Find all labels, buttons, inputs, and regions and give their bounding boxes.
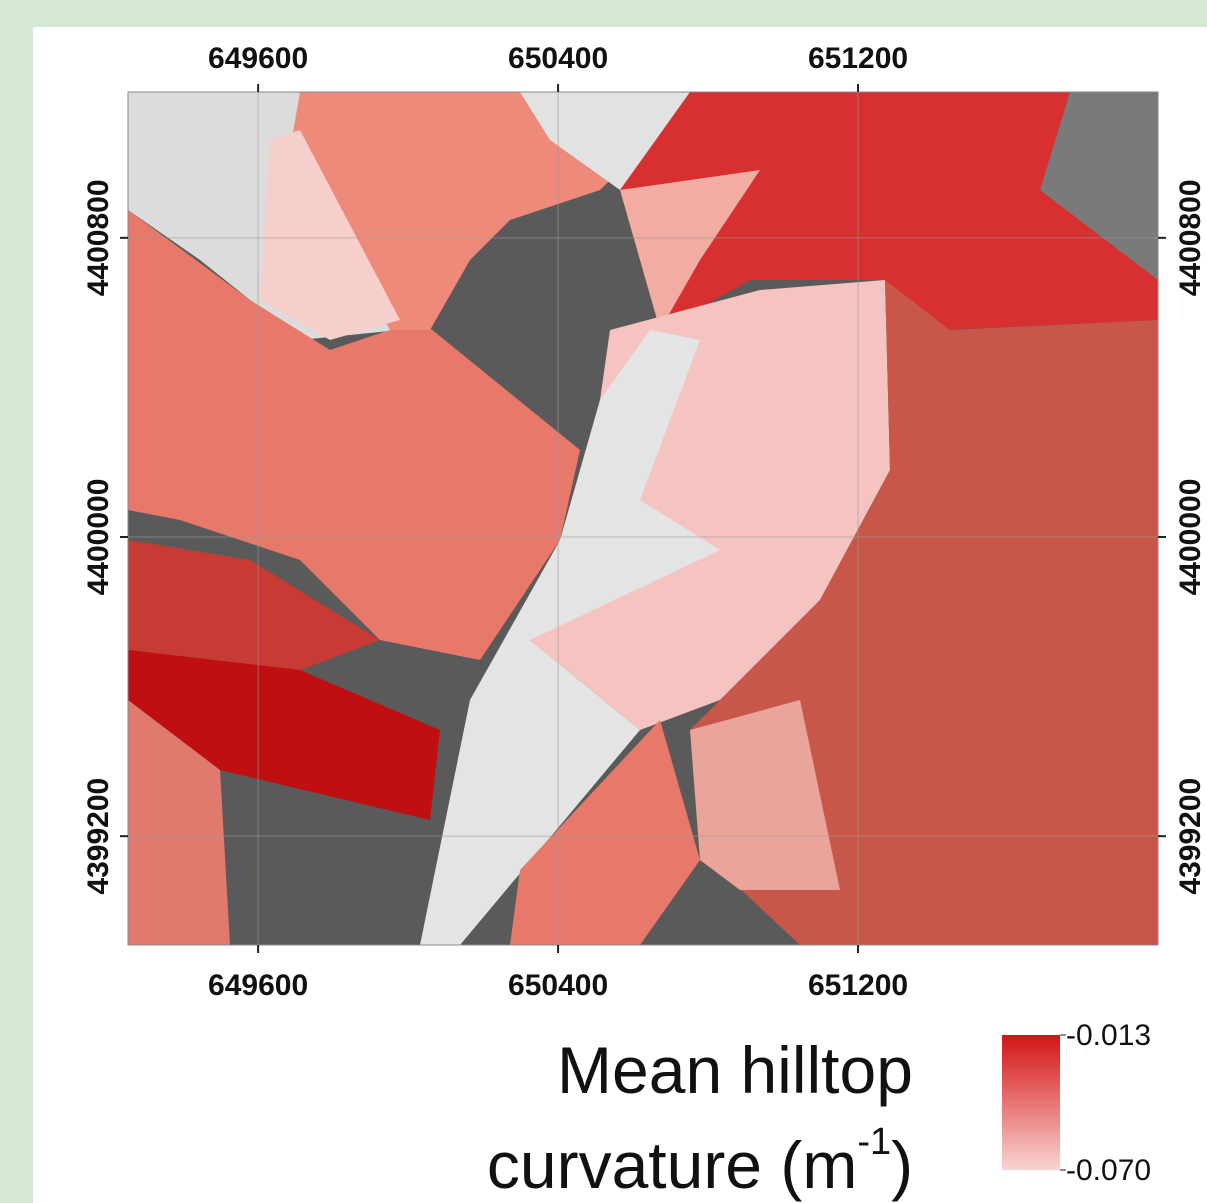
y-tick-label: 4400000 (82, 479, 115, 596)
map-image (128, 92, 1158, 945)
x-tick-label: 651200 (808, 969, 908, 1002)
colorbar (1002, 1035, 1060, 1170)
legend-title: curvature (m-1) (487, 1121, 913, 1202)
x-tick-label: 651200 (808, 42, 908, 75)
legend-title: ) (891, 1128, 913, 1202)
x-tick-label: 650400 (508, 42, 608, 75)
map-frame (127, 91, 1159, 946)
x-tick-label: 649600 (208, 42, 308, 75)
legend-title: Mean hilltop (557, 1033, 913, 1107)
legend-title: curvature (m (487, 1128, 857, 1202)
y-tick-label: 4399200 (82, 778, 115, 895)
legend-title-superscript: -1 (857, 1121, 891, 1163)
y-tick-label: 4400800 (82, 179, 115, 296)
y-tick-label: 4400800 (1174, 179, 1207, 296)
y-tick-label: 4399200 (1174, 778, 1207, 895)
x-tick-label: 649600 (208, 969, 308, 1002)
y-tick-label: 4400000 (1174, 479, 1207, 596)
legend-label: -0.070 (1066, 1154, 1151, 1187)
legend-label: -0.013 (1066, 1019, 1151, 1052)
x-tick-label: 650400 (508, 969, 608, 1002)
